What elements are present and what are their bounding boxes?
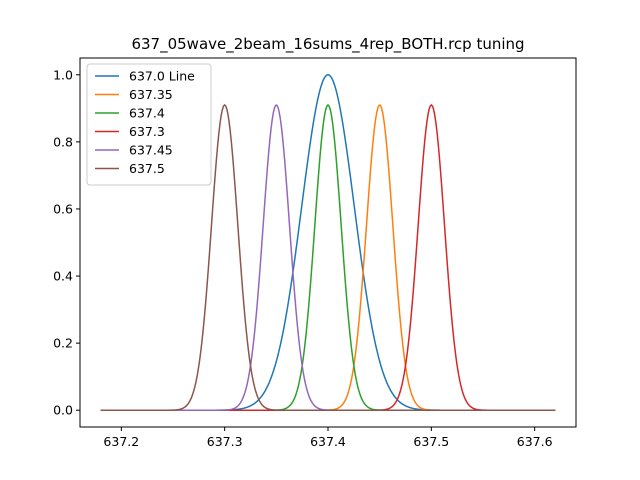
y-tick-label: 0.8 bbox=[53, 134, 73, 149]
y-axis: 0.0 0.2 0.4 0.6 0.8 1.0 bbox=[53, 67, 80, 418]
x-tick-label: 637.2 bbox=[103, 434, 139, 449]
plot-lines bbox=[100, 73, 556, 411]
legend-label-1: 637.35 bbox=[129, 87, 173, 102]
legend-label-2: 637.4 bbox=[129, 106, 165, 121]
x-axis: 637.2 637.3 637.4 637.5 637.6 bbox=[103, 427, 553, 449]
legend: 637.0 Line 637.35 637.4 637.3 637.45 637.5 bbox=[86, 63, 212, 186]
x-tick-label: 637.4 bbox=[310, 434, 346, 449]
x-tick-label: 637.6 bbox=[517, 434, 553, 449]
y-tick-label: 1.0 bbox=[53, 67, 73, 82]
x-tick-label: 637.3 bbox=[207, 434, 243, 449]
series-line-5 bbox=[100, 103, 556, 411]
y-tick-label: 0.2 bbox=[53, 336, 73, 351]
chart-title: 637_05wave_2beam_16sums_4rep_BOTH.rcp tu… bbox=[131, 35, 524, 54]
x-tick-label: 637.5 bbox=[413, 434, 449, 449]
y-tick-label: 0.4 bbox=[53, 269, 73, 284]
y-tick-label: 0.6 bbox=[53, 201, 73, 216]
legend-label-0: 637.0 Line bbox=[129, 69, 195, 84]
y-tick-label: 0.0 bbox=[53, 403, 73, 418]
legend-label-4: 637.45 bbox=[129, 143, 173, 158]
legend-label-5: 637.5 bbox=[129, 161, 165, 176]
legend-label-3: 637.3 bbox=[129, 124, 165, 139]
